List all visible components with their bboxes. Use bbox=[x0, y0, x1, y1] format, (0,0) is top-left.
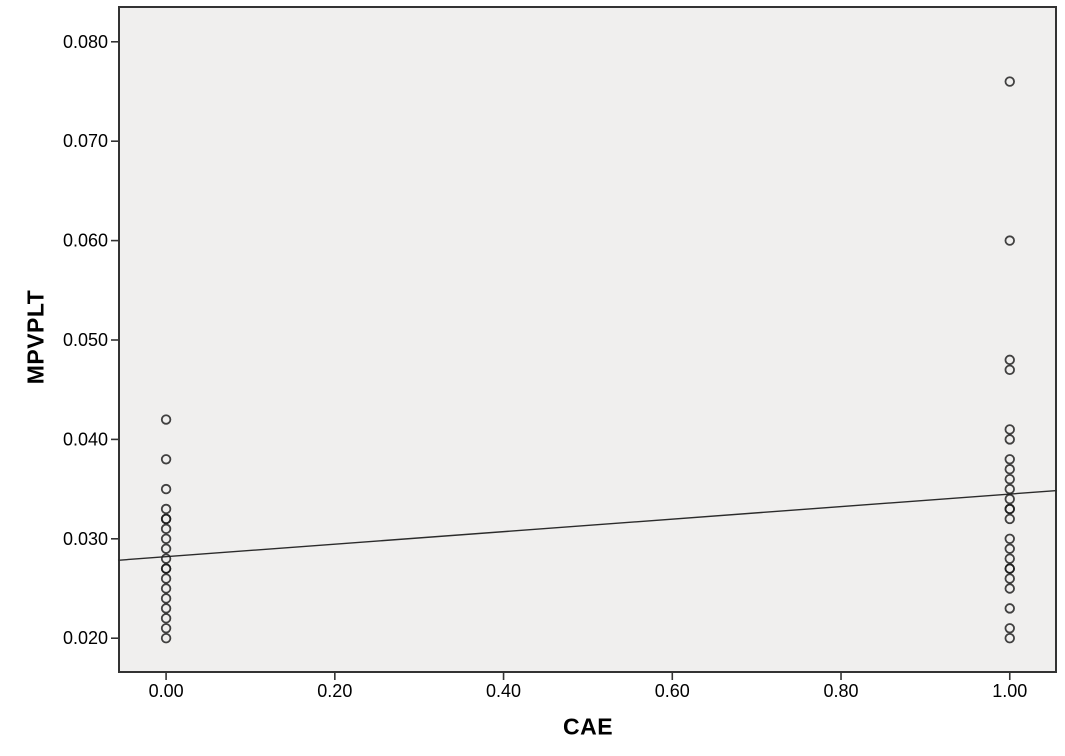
data-point bbox=[1004, 543, 1015, 554]
data-point bbox=[1004, 583, 1015, 594]
data-point bbox=[160, 563, 172, 574]
data-point bbox=[1004, 513, 1015, 525]
x-tick-label: 0.20 bbox=[317, 681, 352, 701]
data-point bbox=[160, 613, 172, 624]
x-tick-label: 0.00 bbox=[149, 681, 184, 701]
x-axis-title: CAE bbox=[562, 713, 614, 740]
data-point bbox=[1004, 603, 1015, 614]
data-point bbox=[1004, 573, 1015, 584]
y-tick-label: 0.080 bbox=[63, 32, 108, 52]
y-tick-label: 0.040 bbox=[63, 429, 108, 449]
x-tick-label: 1.00 bbox=[992, 681, 1027, 701]
y-tick-label: 0.060 bbox=[63, 231, 108, 251]
data-point bbox=[160, 623, 172, 634]
data-point bbox=[160, 454, 172, 465]
data-point bbox=[160, 533, 172, 545]
data-point bbox=[1004, 473, 1015, 485]
data-point bbox=[1004, 424, 1015, 435]
plot-background bbox=[118, 6, 1057, 673]
data-point bbox=[1004, 434, 1015, 445]
data-point bbox=[1004, 235, 1015, 246]
data-point bbox=[1004, 493, 1015, 505]
x-tick-label: 0.60 bbox=[655, 681, 690, 701]
data-point bbox=[160, 483, 172, 495]
fit-line bbox=[117, 489, 1058, 561]
y-tick-label: 0.020 bbox=[63, 628, 108, 648]
data-point bbox=[1004, 464, 1015, 475]
data-point bbox=[160, 553, 172, 564]
x-tick-label: 0.40 bbox=[486, 681, 521, 701]
y-tick-label: 0.030 bbox=[63, 529, 108, 549]
x-tick-label: 0.80 bbox=[823, 681, 858, 701]
y-tick-label: 0.070 bbox=[63, 131, 108, 151]
data-point bbox=[160, 593, 172, 604]
data-point bbox=[160, 523, 172, 535]
data-point bbox=[1004, 563, 1015, 574]
data-point bbox=[160, 503, 172, 515]
data-point bbox=[160, 633, 172, 644]
data-point bbox=[1004, 76, 1015, 87]
data-point bbox=[1004, 533, 1015, 545]
data-point bbox=[1004, 553, 1015, 564]
data-point bbox=[160, 583, 172, 594]
data-point bbox=[1004, 633, 1015, 644]
data-point bbox=[160, 414, 172, 425]
data-point bbox=[1004, 364, 1015, 376]
data-point bbox=[1004, 354, 1015, 366]
data-point bbox=[1004, 483, 1015, 495]
data-point bbox=[1004, 503, 1015, 515]
data-point bbox=[1004, 454, 1015, 465]
data-point bbox=[160, 513, 172, 525]
y-axis-title: MPVPLT bbox=[22, 289, 49, 385]
data-point bbox=[160, 543, 172, 554]
data-point bbox=[160, 573, 172, 584]
data-point bbox=[1004, 623, 1015, 634]
data-point bbox=[160, 603, 172, 614]
y-tick-label: 0.050 bbox=[63, 330, 108, 350]
